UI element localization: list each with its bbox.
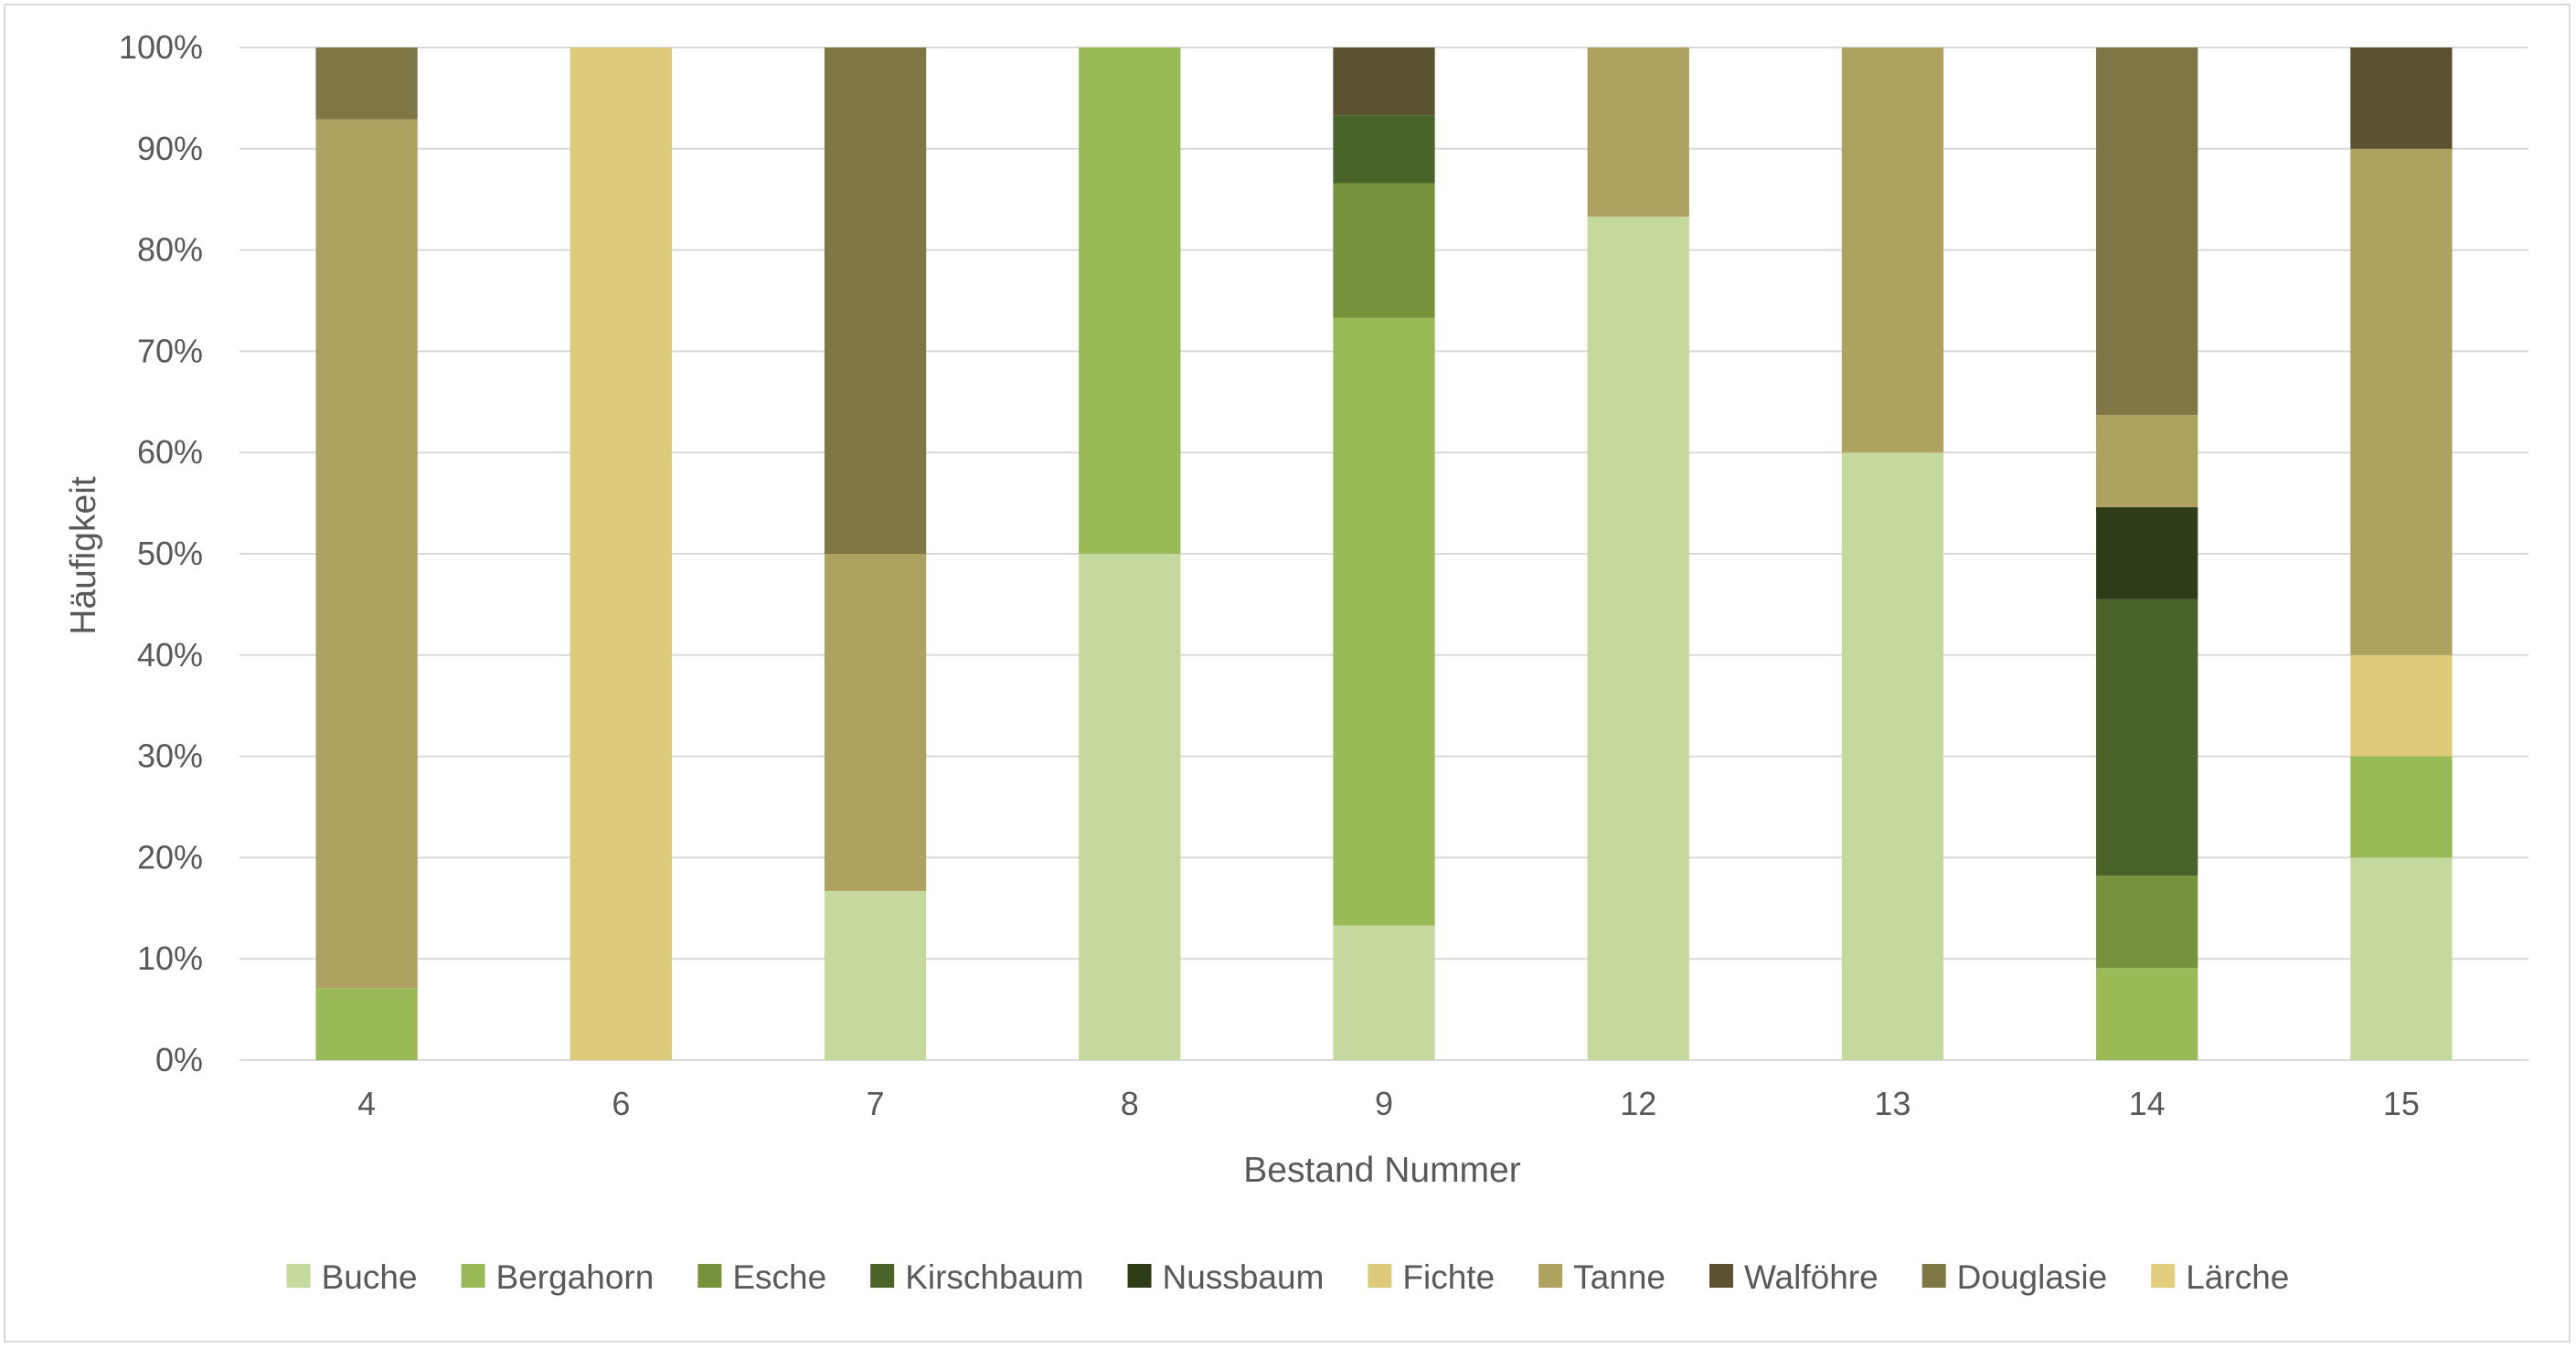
bar-segment — [1079, 554, 1181, 1060]
bar-segment — [2096, 599, 2198, 876]
y-tick-label: 60% — [137, 433, 203, 471]
legend-swatch — [286, 1264, 311, 1288]
bar-segment — [1841, 452, 1944, 1060]
legend-label: Walföhre — [1744, 1258, 1879, 1296]
legend-swatch — [1368, 1264, 1392, 1288]
x-tick-label: 14 — [2129, 1085, 2166, 1122]
x-tick-labels: 4 6 7 8 9 12 13 14 15 — [357, 1085, 2420, 1122]
bar-segment — [1333, 115, 1435, 184]
bar-segment — [2350, 654, 2453, 757]
y-tick-label: 100% — [119, 28, 203, 66]
legend-swatch — [1921, 1264, 1946, 1288]
bar-segment — [824, 48, 927, 554]
bar-segment — [1841, 48, 1944, 453]
legend-swatch — [1708, 1264, 1733, 1288]
legend-swatch — [697, 1264, 722, 1288]
legend-swatch — [2151, 1264, 2176, 1288]
bar-segment — [569, 48, 672, 1060]
y-tick-label: 10% — [137, 939, 203, 977]
bar-segment — [1333, 183, 1435, 318]
x-tick-label: 6 — [612, 1085, 630, 1122]
legend-label: Esche — [732, 1258, 826, 1296]
bar-segment — [2096, 415, 2198, 508]
legend-label: Nussbaum — [1163, 1258, 1325, 1296]
bar-segment — [1333, 925, 1435, 1060]
x-axis-title: Bestand Nummer — [1243, 1151, 1520, 1190]
x-tick-label: 12 — [1620, 1085, 1656, 1122]
bar-segment — [315, 988, 418, 1060]
bar-segment — [824, 890, 927, 1060]
y-tick-label: 80% — [137, 231, 203, 269]
legend-label: Kirschbaum — [905, 1258, 1083, 1296]
y-tick-label: 30% — [137, 738, 203, 775]
bar-segment — [1587, 48, 1689, 218]
bar-segment — [2096, 876, 2198, 969]
legend-label: Bergahorn — [496, 1258, 655, 1296]
bar-segment — [1587, 217, 1689, 1060]
bar-segment — [2096, 968, 2198, 1060]
bar-segment — [1333, 317, 1435, 926]
bar-segment — [2096, 48, 2198, 416]
y-tick-label: 40% — [137, 636, 203, 674]
bar-segment — [315, 119, 418, 989]
legend: Buche Bergahorn Esche Kirschbaum Nussbaum Fic… — [286, 1258, 2289, 1296]
bar-segment — [1333, 48, 1435, 116]
legend-label: Buche — [322, 1258, 418, 1296]
bar-segment — [315, 48, 418, 120]
legend-swatch — [870, 1264, 895, 1288]
x-tick-label: 8 — [1121, 1085, 1139, 1122]
bar-segment — [2350, 857, 2453, 1060]
bar-segment — [2096, 507, 2198, 600]
y-tick-label: 50% — [137, 535, 203, 572]
x-tick-label: 15 — [2383, 1085, 2420, 1122]
x-tick-label: 7 — [867, 1085, 885, 1122]
bar-segment — [2350, 48, 2453, 149]
y-tick-label: 90% — [137, 130, 203, 167]
x-tick-label: 4 — [357, 1085, 376, 1122]
x-tick-label: 9 — [1375, 1085, 1393, 1122]
legend-label: Tanne — [1573, 1258, 1666, 1296]
bar-segment — [824, 554, 927, 891]
bars — [315, 48, 2453, 1060]
legend-label: Lärche — [2186, 1258, 2289, 1296]
y-tick-labels: 0% 10% 20% 30% 40% 50% 60% 70% 80% 90% 100% — [119, 28, 203, 1078]
bar-segment — [2350, 148, 2453, 655]
x-tick-label: 13 — [1874, 1085, 1911, 1122]
legend-swatch — [1127, 1264, 1152, 1288]
legend-swatch — [1538, 1264, 1563, 1288]
y-tick-label: 0% — [155, 1041, 203, 1078]
legend-label: Douglasie — [1957, 1258, 2108, 1296]
bar-segment — [2350, 756, 2453, 858]
y-tick-label: 70% — [137, 332, 203, 369]
legend-label: Fichte — [1402, 1258, 1495, 1296]
y-axis-title: Häufigkeit — [64, 476, 103, 635]
bar-segment — [1079, 48, 1181, 554]
legend-swatch — [461, 1264, 485, 1288]
y-tick-label: 20% — [137, 838, 203, 876]
